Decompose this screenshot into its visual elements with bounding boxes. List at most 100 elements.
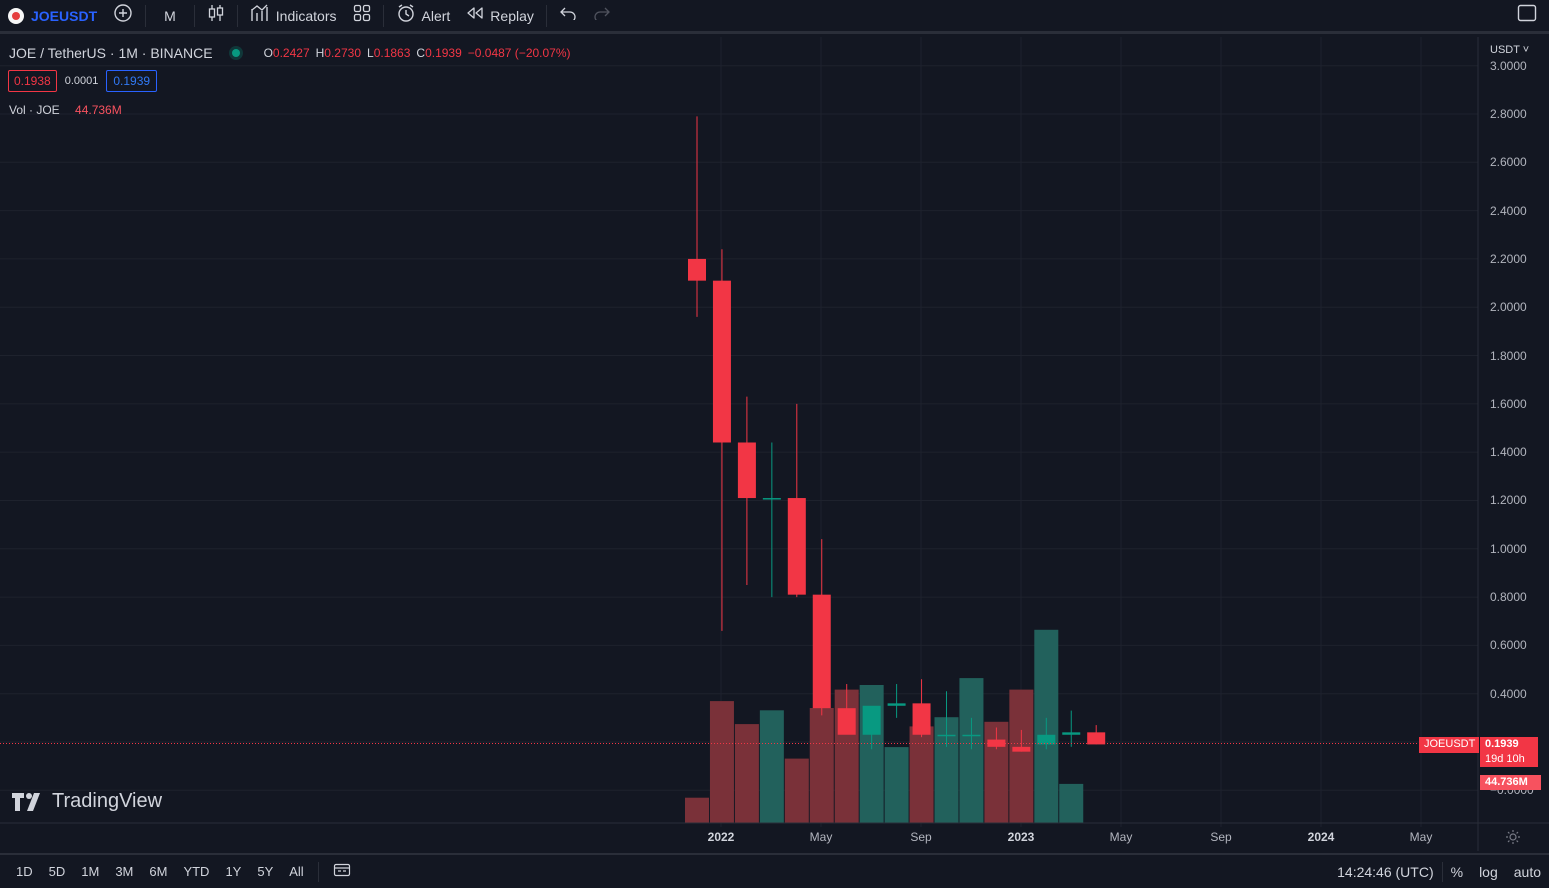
volume-label: Vol · JOE [9, 103, 60, 117]
bid-ask-row: 0.1938 0.0001 0.1939 [8, 70, 158, 92]
range-1m-button[interactable]: 1M [81, 864, 100, 879]
range-5d-button[interactable]: 5D [48, 864, 66, 879]
replay-icon [466, 6, 484, 25]
tradingview-watermark[interactable]: TradingView [12, 790, 162, 813]
volume-bar [685, 797, 709, 823]
layouts-button[interactable] [345, 1, 379, 31]
fullscreen-icon [1517, 4, 1537, 27]
volume-bar [1059, 783, 1084, 823]
fullscreen-button[interactable] [1509, 1, 1549, 31]
price-axis-label: 1.0000 [1490, 541, 1527, 556]
log-scale-toggle[interactable]: log [1479, 863, 1498, 880]
tradingview-logo-icon [12, 792, 40, 811]
percent-scale-toggle[interactable]: % [1450, 863, 1464, 880]
time-axis-label: Sep [1210, 830, 1232, 844]
time-axis-label: May [1409, 830, 1433, 844]
price-axis-label: 0.8000 [1490, 590, 1527, 605]
joe-logo-icon [8, 7, 24, 24]
toolbar-divider [236, 4, 238, 27]
candle-body [912, 703, 931, 735]
price-axis-label: 1.2000 [1490, 493, 1527, 508]
candle-body [812, 594, 831, 709]
toolbar-divider [145, 4, 147, 27]
auto-scale-toggle[interactable]: auto [1513, 863, 1541, 880]
volume-bar [809, 708, 834, 823]
spread-value: 0.0001 [64, 75, 99, 87]
toolbar-divider [1441, 861, 1443, 882]
sell-price-button[interactable]: 0.1938 [8, 70, 57, 92]
volume-bar [759, 710, 784, 823]
close-value: 0.1939 [425, 46, 462, 60]
top-toolbar: JOEUSDT M Indicators Alert R [0, 0, 1549, 34]
time-axis-label: Sep [910, 830, 932, 844]
alert-button[interactable]: Alert [388, 1, 459, 31]
volume-bar [1009, 689, 1034, 823]
toolbar-divider [545, 4, 547, 27]
volume-bar [959, 678, 984, 823]
currency-button[interactable]: USDT ˅ [1490, 44, 1530, 56]
range-1y-button[interactable]: 1Y [225, 864, 242, 879]
watermark-label: TradingView [52, 790, 163, 812]
candle-body [962, 734, 981, 737]
volume-value: 44.736M [75, 103, 122, 117]
high-value: 0.2730 [324, 46, 361, 60]
price-axis-label: 0.4000 [1490, 686, 1527, 701]
currency-label: USDT [1490, 44, 1520, 56]
price-axis-label: 0.6000 [1490, 638, 1527, 653]
layout-grid-icon [353, 4, 371, 27]
compare-button[interactable] [105, 1, 141, 31]
volume-bar [709, 701, 734, 823]
toolbar-divider [193, 4, 195, 27]
indicators-button[interactable]: Indicators [242, 1, 345, 31]
candle-body [787, 498, 806, 595]
alert-label: Alert [421, 7, 451, 24]
redo-button[interactable] [585, 1, 619, 31]
replay-button[interactable]: Replay [458, 1, 542, 31]
volume-bar [859, 685, 884, 823]
redo-icon [593, 6, 611, 25]
candle-body [937, 734, 956, 737]
buy-price-button[interactable]: 0.1939 [106, 70, 158, 92]
range-1d-button[interactable]: 1D [16, 864, 33, 879]
toolbar-divider [382, 4, 384, 27]
low-value: 0.1863 [373, 46, 411, 60]
price-axis-label: 1.6000 [1490, 396, 1527, 411]
utc-clock[interactable]: 14:24:46 (UTC) [1337, 863, 1434, 880]
settings-gear-icon[interactable] [1505, 829, 1521, 850]
candle-body [737, 442, 756, 499]
range-ytd-button[interactable]: YTD [183, 864, 210, 879]
volume-bar [734, 724, 759, 823]
interval-label: M [164, 7, 176, 24]
time-axis-label: May [1109, 830, 1133, 844]
volume-bar [909, 726, 934, 823]
range-3m-button[interactable]: 3M [115, 864, 134, 879]
candle-body [887, 703, 906, 706]
indicators-label: Indicators [275, 7, 337, 24]
price-chart[interactable] [0, 37, 1549, 851]
alarm-clock-icon [396, 3, 416, 28]
price-axis-label: 1.8000 [1490, 348, 1527, 363]
price-axis-label: 2.4000 [1490, 203, 1527, 218]
interval-button[interactable]: M [150, 1, 190, 31]
undo-button[interactable] [551, 1, 585, 31]
time-axis-label: 2024 [1307, 830, 1335, 844]
date-range-button[interactable] [325, 863, 359, 880]
market-open-status-icon [231, 49, 240, 57]
range-6m-button[interactable]: 6M [149, 864, 168, 879]
candles-icon [207, 4, 225, 27]
volume-tag: 44.736M [1480, 775, 1541, 790]
time-axis-label: 2022 [707, 830, 735, 844]
candle-body [862, 705, 881, 735]
symbol-search-button[interactable]: JOEUSDT [0, 1, 105, 31]
open-label: O [263, 46, 273, 60]
chart-pane[interactable] [0, 37, 1549, 851]
replay-label: Replay [490, 7, 534, 24]
time-axis-label: 2023 [1007, 830, 1035, 844]
range-5y-button[interactable]: 5Y [257, 864, 274, 879]
plus-circle-icon [113, 3, 133, 28]
price-axis-label: 2.0000 [1490, 300, 1527, 315]
chart-type-button[interactable] [199, 1, 233, 31]
volume-legend[interactable]: Vol · JOE 44.736M [9, 103, 122, 117]
range-all-button[interactable]: All [289, 864, 304, 879]
